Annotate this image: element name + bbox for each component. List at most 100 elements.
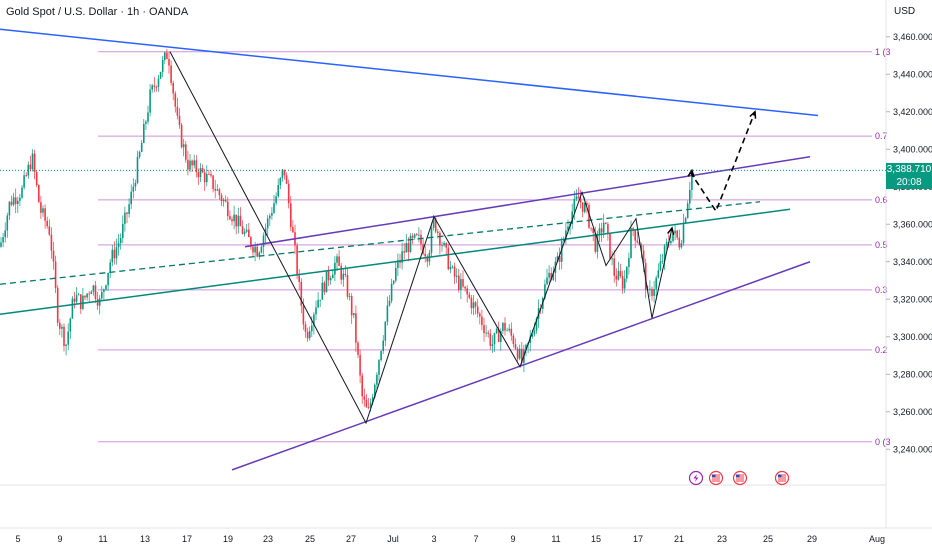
candle-body bbox=[682, 222, 685, 244]
candle-body bbox=[466, 288, 468, 295]
candle-body bbox=[315, 307, 317, 315]
fib-level-label: 0 (3 bbox=[875, 437, 891, 447]
economic-events[interactable] bbox=[688, 470, 790, 486]
fib-level-label: 1 (3 bbox=[875, 47, 891, 57]
flag-stripe bbox=[736, 478, 744, 480]
candle-body bbox=[525, 344, 527, 350]
flag-ring bbox=[774, 470, 790, 486]
flag-stripe bbox=[736, 476, 744, 478]
candle-body bbox=[17, 200, 19, 204]
candle-body bbox=[269, 215, 271, 219]
teal-trendline[interactable] bbox=[0, 208, 791, 315]
bar-countdown: 20:08 bbox=[896, 177, 922, 188]
price-tick-label: 3,400.000 bbox=[893, 144, 932, 154]
candle-body bbox=[8, 201, 11, 216]
candle-body bbox=[348, 296, 351, 297]
candle-body bbox=[588, 204, 590, 228]
us-flag-icon[interactable] bbox=[774, 470, 790, 486]
candle-body bbox=[208, 173, 210, 175]
candle-body bbox=[193, 160, 195, 166]
candle-body bbox=[319, 299, 321, 301]
candle-body bbox=[153, 85, 156, 87]
candle-body bbox=[453, 266, 456, 277]
flag-canton bbox=[712, 474, 716, 478]
time-tick-label: 9 bbox=[510, 534, 515, 544]
candle-body bbox=[311, 325, 313, 332]
lower-channel-line[interactable] bbox=[231, 261, 811, 471]
candle-body bbox=[69, 318, 72, 332]
blue-trendline[interactable] bbox=[0, 28, 819, 117]
candle-body bbox=[161, 60, 164, 72]
candle-body bbox=[90, 291, 93, 295]
candle-body bbox=[191, 160, 193, 166]
candle-body bbox=[493, 333, 496, 345]
chart-title: Gold Spot / U.S. Dollar · 1h · OANDA bbox=[6, 6, 189, 18]
candle-body bbox=[384, 321, 387, 341]
candle-body bbox=[546, 277, 548, 285]
candle-body bbox=[684, 218, 687, 223]
candle-body bbox=[336, 256, 338, 263]
candle-body bbox=[479, 313, 481, 317]
candle-body bbox=[75, 295, 78, 302]
candle-body bbox=[638, 242, 641, 246]
candle-body bbox=[353, 313, 355, 316]
candle-body bbox=[565, 230, 567, 239]
us-flag-icon[interactable] bbox=[732, 470, 748, 486]
candle-body bbox=[151, 85, 153, 90]
candle-body bbox=[357, 342, 359, 355]
candle-body bbox=[19, 197, 21, 201]
candle-body bbox=[98, 298, 101, 306]
fib-level-label: 0.3 bbox=[875, 285, 888, 295]
currency-label[interactable]: USD bbox=[894, 6, 916, 17]
lightning-icon[interactable] bbox=[688, 470, 704, 486]
candle-body bbox=[689, 189, 691, 204]
candle-body bbox=[111, 249, 114, 263]
candle-body bbox=[617, 270, 620, 280]
dashed-midline[interactable] bbox=[0, 201, 761, 285]
candle-body bbox=[434, 218, 437, 232]
candle-body bbox=[584, 203, 586, 212]
candle-body bbox=[432, 218, 435, 228]
upper-channel-line[interactable] bbox=[244, 156, 811, 248]
candle-body bbox=[359, 354, 361, 376]
candle-body bbox=[416, 234, 418, 236]
candle-body bbox=[500, 331, 502, 342]
fib-level-label: 0.7 bbox=[875, 131, 888, 141]
candle-body bbox=[197, 172, 200, 178]
price-tick-label: 3,300.000 bbox=[893, 332, 932, 342]
us-flag-icon[interactable] bbox=[708, 470, 724, 486]
drawings[interactable] bbox=[0, 28, 819, 471]
candle-body bbox=[470, 297, 473, 309]
candle-body bbox=[216, 189, 219, 191]
candle-body bbox=[342, 273, 345, 280]
candle-body bbox=[611, 258, 613, 260]
candle-body bbox=[176, 106, 179, 116]
candle-body bbox=[254, 246, 256, 253]
candle-body bbox=[237, 215, 240, 227]
candle-body bbox=[619, 270, 622, 277]
fib-retracement[interactable]: 1 (3 0.7 0.6 0.5 0.3 0.2 0 (3 bbox=[98, 47, 891, 447]
flag-stripe bbox=[712, 476, 720, 478]
candle-body bbox=[262, 235, 265, 247]
candle-body bbox=[655, 277, 657, 289]
time-tick-label: 19 bbox=[223, 534, 233, 544]
price-tick-label: 3,280.000 bbox=[893, 369, 932, 379]
candle-body bbox=[506, 330, 508, 332]
candle-body bbox=[101, 291, 103, 299]
candle-body bbox=[395, 267, 397, 281]
time-tick-label: 11 bbox=[551, 534, 560, 544]
candle-body bbox=[670, 241, 672, 244]
candle-body bbox=[468, 294, 471, 298]
candle-body bbox=[447, 247, 450, 270]
projection-path[interactable] bbox=[689, 111, 756, 213]
candle-body bbox=[615, 275, 618, 280]
candle-body bbox=[96, 299, 99, 306]
candle-body bbox=[672, 233, 674, 242]
candle-body bbox=[548, 272, 550, 278]
candle-body bbox=[663, 245, 666, 262]
candle-body bbox=[665, 242, 668, 246]
candle-body bbox=[63, 326, 65, 347]
zigzag-pattern[interactable] bbox=[169, 51, 673, 425]
